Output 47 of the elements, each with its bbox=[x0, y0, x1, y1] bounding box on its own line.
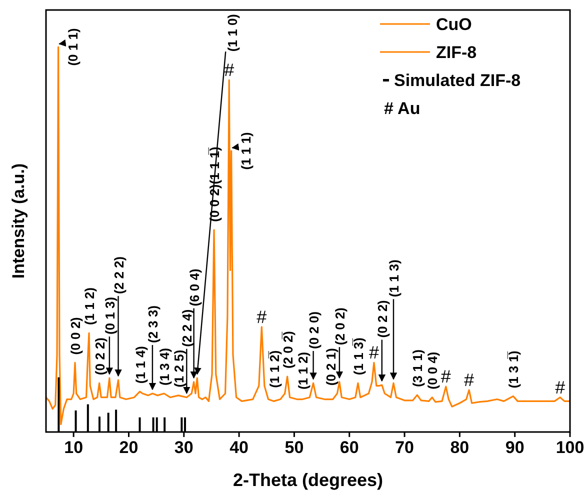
x-tick-label: 90 bbox=[505, 438, 524, 457]
annotation: # bbox=[224, 60, 234, 80]
annotation: (2 2 2) bbox=[111, 256, 126, 294]
x-tick-label: 30 bbox=[174, 438, 194, 457]
annotation: (1 1 3̅) bbox=[350, 338, 366, 376]
annotation: (1 1 2̅) bbox=[266, 350, 282, 388]
x-tick-label: 60 bbox=[340, 438, 359, 457]
annotation: (1 1 4) bbox=[132, 346, 148, 384]
annotation: (2 3 3) bbox=[145, 305, 160, 344]
annotation: ZIF-8 bbox=[436, 43, 477, 62]
annotation: # bbox=[555, 377, 566, 398]
annotation: (0 1 1) bbox=[65, 28, 80, 66]
annotation: # bbox=[368, 342, 379, 363]
annotation: (1 1 3) bbox=[386, 260, 402, 298]
annotation: (1 1 2) bbox=[82, 287, 98, 326]
x-tick-label: 50 bbox=[284, 438, 304, 457]
annotation: (0 2 0) bbox=[306, 311, 322, 349]
annotation: (0 2 2) bbox=[92, 338, 108, 376]
annotation: (1 1 1) bbox=[238, 132, 254, 170]
text: CuO bbox=[436, 15, 472, 34]
annotation: # bbox=[440, 366, 451, 387]
x-tick-label: 100 bbox=[556, 438, 584, 457]
x-tick-label: 80 bbox=[450, 438, 470, 457]
annotation: # bbox=[464, 370, 474, 390]
annotation: (0 2 1) bbox=[324, 348, 339, 386]
x-tick-label: 70 bbox=[395, 438, 414, 457]
annotation: (0 0 4) bbox=[425, 352, 440, 390]
x-tick-label: 20 bbox=[119, 438, 138, 457]
annotation: (1 1 2) bbox=[295, 352, 310, 390]
annotation: (1 3 4) bbox=[157, 348, 172, 386]
annotation: (1 3 1̅) bbox=[506, 350, 522, 388]
annotation: (1 2 5) bbox=[171, 350, 186, 388]
legend-label: Simulated ZIF-8 bbox=[394, 71, 521, 90]
annotation: (3 1 1) bbox=[410, 349, 426, 388]
x-tick-label: 10 bbox=[64, 438, 84, 457]
annotation: (1 1 0) bbox=[225, 14, 240, 52]
annotation: (6 0 4) bbox=[186, 268, 202, 306]
x-axis-title: 2-Theta (degrees) bbox=[232, 470, 384, 490]
annotation: # Au bbox=[384, 99, 420, 118]
annotation: (2 2 4) bbox=[180, 309, 195, 347]
annotation: (0 0 2) bbox=[68, 317, 84, 355]
annotation: (0 1 3) bbox=[102, 296, 118, 335]
y-axis-title: Intensity (a.u.) bbox=[9, 163, 28, 279]
x-tick-label: 40 bbox=[230, 438, 249, 457]
annotation: (2 0 2) bbox=[332, 308, 348, 346]
annotation: (0 2 2) bbox=[374, 300, 390, 338]
annotation: # bbox=[256, 306, 267, 327]
